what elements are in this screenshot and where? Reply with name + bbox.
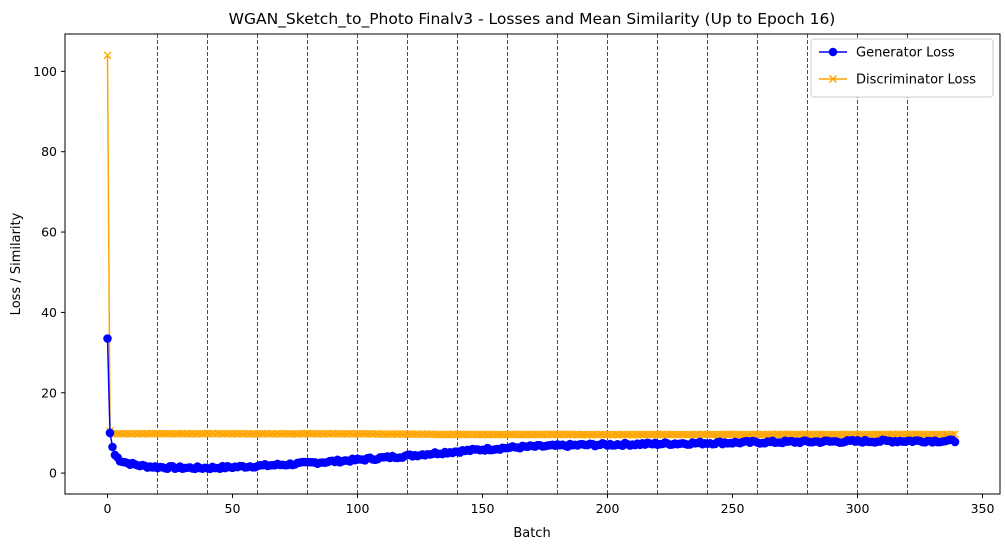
legend-marker-generator-loss <box>828 47 838 57</box>
y-axis-label: Loss / Similarity <box>9 212 24 315</box>
series-line <box>106 55 956 436</box>
legend-entry-discriminator-loss: Discriminator Loss <box>819 73 976 88</box>
series-1 <box>103 51 959 439</box>
legend-entry-generator-loss: Generator Loss <box>819 46 955 61</box>
x-tick-label: 50 <box>225 501 241 516</box>
x-tick-label: 200 <box>596 501 620 516</box>
y-tick-label: 100 <box>33 64 57 79</box>
data-point <box>108 442 117 452</box>
x-tick-label: 150 <box>471 501 495 516</box>
x-tick-label: 0 <box>104 501 112 516</box>
data-point <box>105 428 115 438</box>
series-layer <box>103 51 960 474</box>
data-point <box>103 51 112 60</box>
x-axis: 0 50 100 150 200 250 300 350 <box>104 494 995 516</box>
y-axis: 0 20 40 60 80 100 <box>33 64 65 481</box>
y-tick-label: 0 <box>49 466 57 481</box>
y-tick-label: 40 <box>41 305 57 320</box>
data-point <box>950 437 960 447</box>
epoch-lines <box>157 34 908 494</box>
x-tick-label: 350 <box>971 501 995 516</box>
legend-label-generator-loss: Generator Loss <box>856 46 955 61</box>
y-tick-label: 80 <box>41 144 57 159</box>
y-tick-label: 60 <box>41 225 57 240</box>
series-0 <box>103 334 960 474</box>
x-tick-label: 100 <box>346 501 370 516</box>
legend: Generator Loss Discriminator Loss <box>810 38 994 98</box>
x-tick-label: 250 <box>721 501 745 516</box>
x-axis-label: Batch <box>513 526 550 541</box>
plot-area <box>65 34 1000 494</box>
legend-marker-discriminator-loss <box>828 74 838 84</box>
chart-title: WGAN_Sketch_to_Photo Finalv3 - Losses an… <box>229 10 836 29</box>
data-point <box>103 334 112 343</box>
x-tick-label: 300 <box>846 501 870 516</box>
y-tick-label: 20 <box>41 385 57 400</box>
plot-frame <box>64 33 1001 495</box>
legend-label-discriminator-loss: Discriminator Loss <box>856 73 976 88</box>
legend-box <box>810 38 994 98</box>
